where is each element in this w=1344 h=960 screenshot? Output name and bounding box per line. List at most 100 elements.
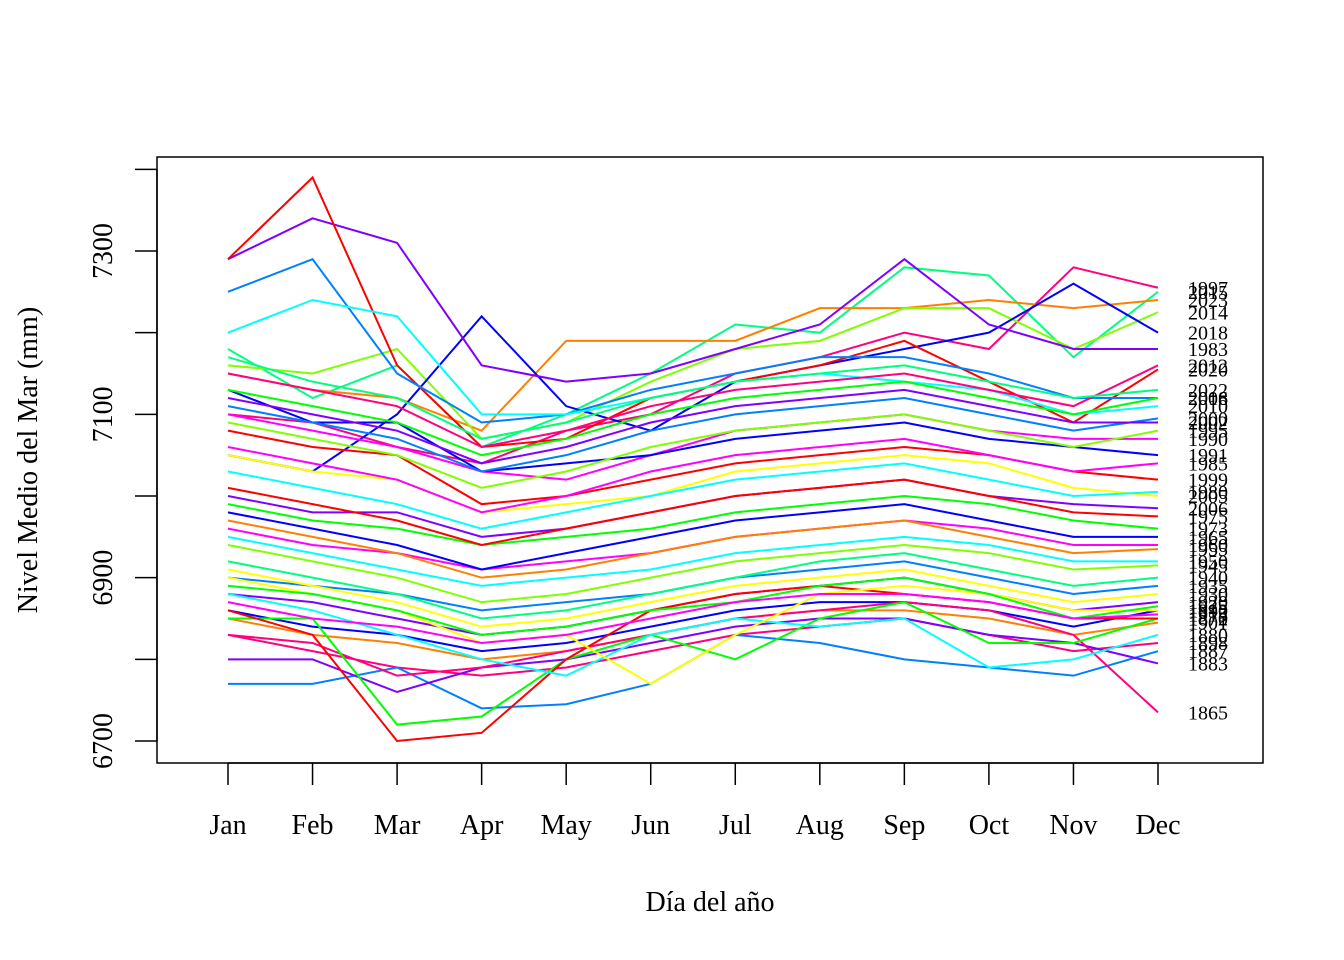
x-tick-label-Jan: Jan (209, 810, 246, 841)
series-line-2005 (227, 454, 1159, 514)
series-line-1990 (227, 413, 1158, 481)
series-line-2015 (227, 266, 1159, 449)
x-tick-label-Apr: Apr (460, 810, 504, 841)
series-label-1995: 1995 (1188, 421, 1228, 443)
x-tick-label-Feb: Feb (292, 810, 334, 841)
series-line-2008 (227, 380, 1159, 457)
x-tick-label-Mar: Mar (374, 810, 421, 841)
series-line-1880 (227, 593, 1159, 677)
series-label-2002: 2002 (1188, 413, 1228, 435)
series-label-2005: 2005 (1188, 486, 1228, 508)
series-label-2016: 2016 (1188, 388, 1228, 410)
y-tick-label-6900: 6900 (88, 550, 119, 606)
series-label-1925: 1925 (1188, 596, 1228, 618)
series-label-2015: 2015 (1188, 282, 1228, 304)
y-tick-label-7300: 7300 (88, 223, 119, 279)
x-tick-label-Nov: Nov (1049, 810, 1097, 841)
y-tick-label-6700: 6700 (88, 713, 119, 769)
series-label-1999: 1999 (1188, 470, 1228, 492)
x-tick-label-May: May (541, 810, 592, 841)
series-label-1883: 1883 (1188, 653, 1228, 675)
series-line-2000 (227, 396, 1159, 473)
series-label-1892: 1892 (1188, 600, 1228, 622)
series-label-1945: 1945 (1188, 555, 1228, 577)
series-label-1973: 1973 (1188, 519, 1228, 541)
series-line-1887 (228, 633, 1159, 710)
series-line-1930 (227, 568, 1159, 628)
series-label-2018: 2018 (1188, 323, 1228, 345)
series-label-1985: 1985 (1188, 453, 1228, 475)
series-line-1985 (227, 437, 1159, 514)
series-line-1973 (227, 494, 1159, 547)
series-line-2023 (227, 298, 1159, 432)
x-axis: Jan Feb Mar Apr May Jun Jul Aug Sep Oct Nov Dec (209, 762, 1181, 841)
series-label-1910: 1910 (1188, 600, 1228, 622)
series-label-2000: 2000 (1188, 408, 1228, 430)
series-label-2014: 2014 (1188, 302, 1228, 324)
series-line-1975 (227, 478, 1159, 547)
series-line-1965 (227, 503, 1158, 571)
x-tick-label-Jun: Jun (631, 810, 670, 841)
series-label-1980: 1980 (1188, 482, 1228, 504)
series-label-1965: 1965 (1188, 527, 1228, 549)
series-label-1898: 1898 (1188, 633, 1228, 655)
y-axis: 6700 6900 7100 7300 (88, 168, 158, 769)
series-line-2012 (227, 364, 1159, 449)
series-line-2002 (227, 388, 1158, 465)
series-label-2022: 2022 (1188, 380, 1228, 402)
series-label-2008: 2008 (1188, 388, 1228, 410)
series-line-1940 (227, 552, 1159, 620)
y-axis-label: Nivel Medio del Mar (mm) (13, 307, 44, 613)
series-line-1925 (227, 576, 1159, 636)
series-layer (227, 175, 1159, 743)
series-label-1915: 1915 (1188, 604, 1228, 626)
series-line-1910 (227, 601, 1159, 653)
series-line-1915 (227, 593, 1159, 645)
series-line-1980 (227, 462, 1159, 530)
x-tick-label-Jul: Jul (719, 810, 752, 841)
series-line-1883 (228, 617, 1159, 694)
series-label-1940: 1940 (1188, 568, 1228, 590)
series-label-1935: 1935 (1188, 576, 1228, 598)
series-line-1955 (227, 519, 1159, 579)
series-line-1898 (227, 617, 1159, 677)
series-line-1995 (227, 413, 1159, 489)
series-line-1870 (228, 601, 1159, 726)
series-label-1920: 1920 (1188, 592, 1228, 614)
series-label-2006: 2006 (1188, 498, 1228, 520)
series-label-1880: 1880 (1188, 625, 1228, 647)
series-line-1950 (227, 535, 1158, 587)
series-line-1997 (227, 266, 1159, 465)
series-label-1990: 1990 (1188, 429, 1228, 451)
x-tick-label-Sep: Sep (883, 810, 925, 841)
series-label-1983: 1983 (1188, 339, 1228, 361)
series-label-1930: 1930 (1188, 584, 1228, 606)
x-tick-label-Dec: Dec (1135, 810, 1180, 841)
series-line-1991 (227, 388, 1159, 473)
series-label-1901: 1901 (1188, 613, 1228, 635)
series-label-2020: 2020 (1188, 359, 1228, 381)
x-tick-label-Aug: Aug (796, 810, 844, 841)
series-label-1955: 1955 (1188, 539, 1228, 561)
series-label-1960: 1960 (1188, 535, 1228, 557)
series-line-2022 (227, 356, 1159, 440)
series-label-1887: 1887 (1188, 641, 1228, 663)
x-axis-label: Día del año (645, 887, 774, 918)
series-label-2012: 2012 (1188, 355, 1228, 377)
series-label-2010: 2010 (1188, 396, 1228, 418)
x-tick-label-Oct: Oct (969, 810, 1010, 841)
series-label-1870: 1870 (1188, 609, 1228, 631)
series-label-1865: 1865 (1188, 702, 1228, 724)
series-label-1950: 1950 (1188, 551, 1228, 573)
series-line-2016 (227, 257, 1158, 424)
series-label-1991: 1991 (1188, 445, 1228, 467)
series-label-2023: 2023 (1188, 290, 1228, 312)
y-tick-label-7100: 7100 (88, 386, 119, 442)
series-line-1983 (227, 217, 1158, 383)
series-label-1997: 1997 (1188, 278, 1228, 300)
series-label-1872: 1872 (1188, 609, 1228, 631)
series-label-1975: 1975 (1188, 506, 1228, 528)
series-line-1945 (227, 543, 1159, 604)
